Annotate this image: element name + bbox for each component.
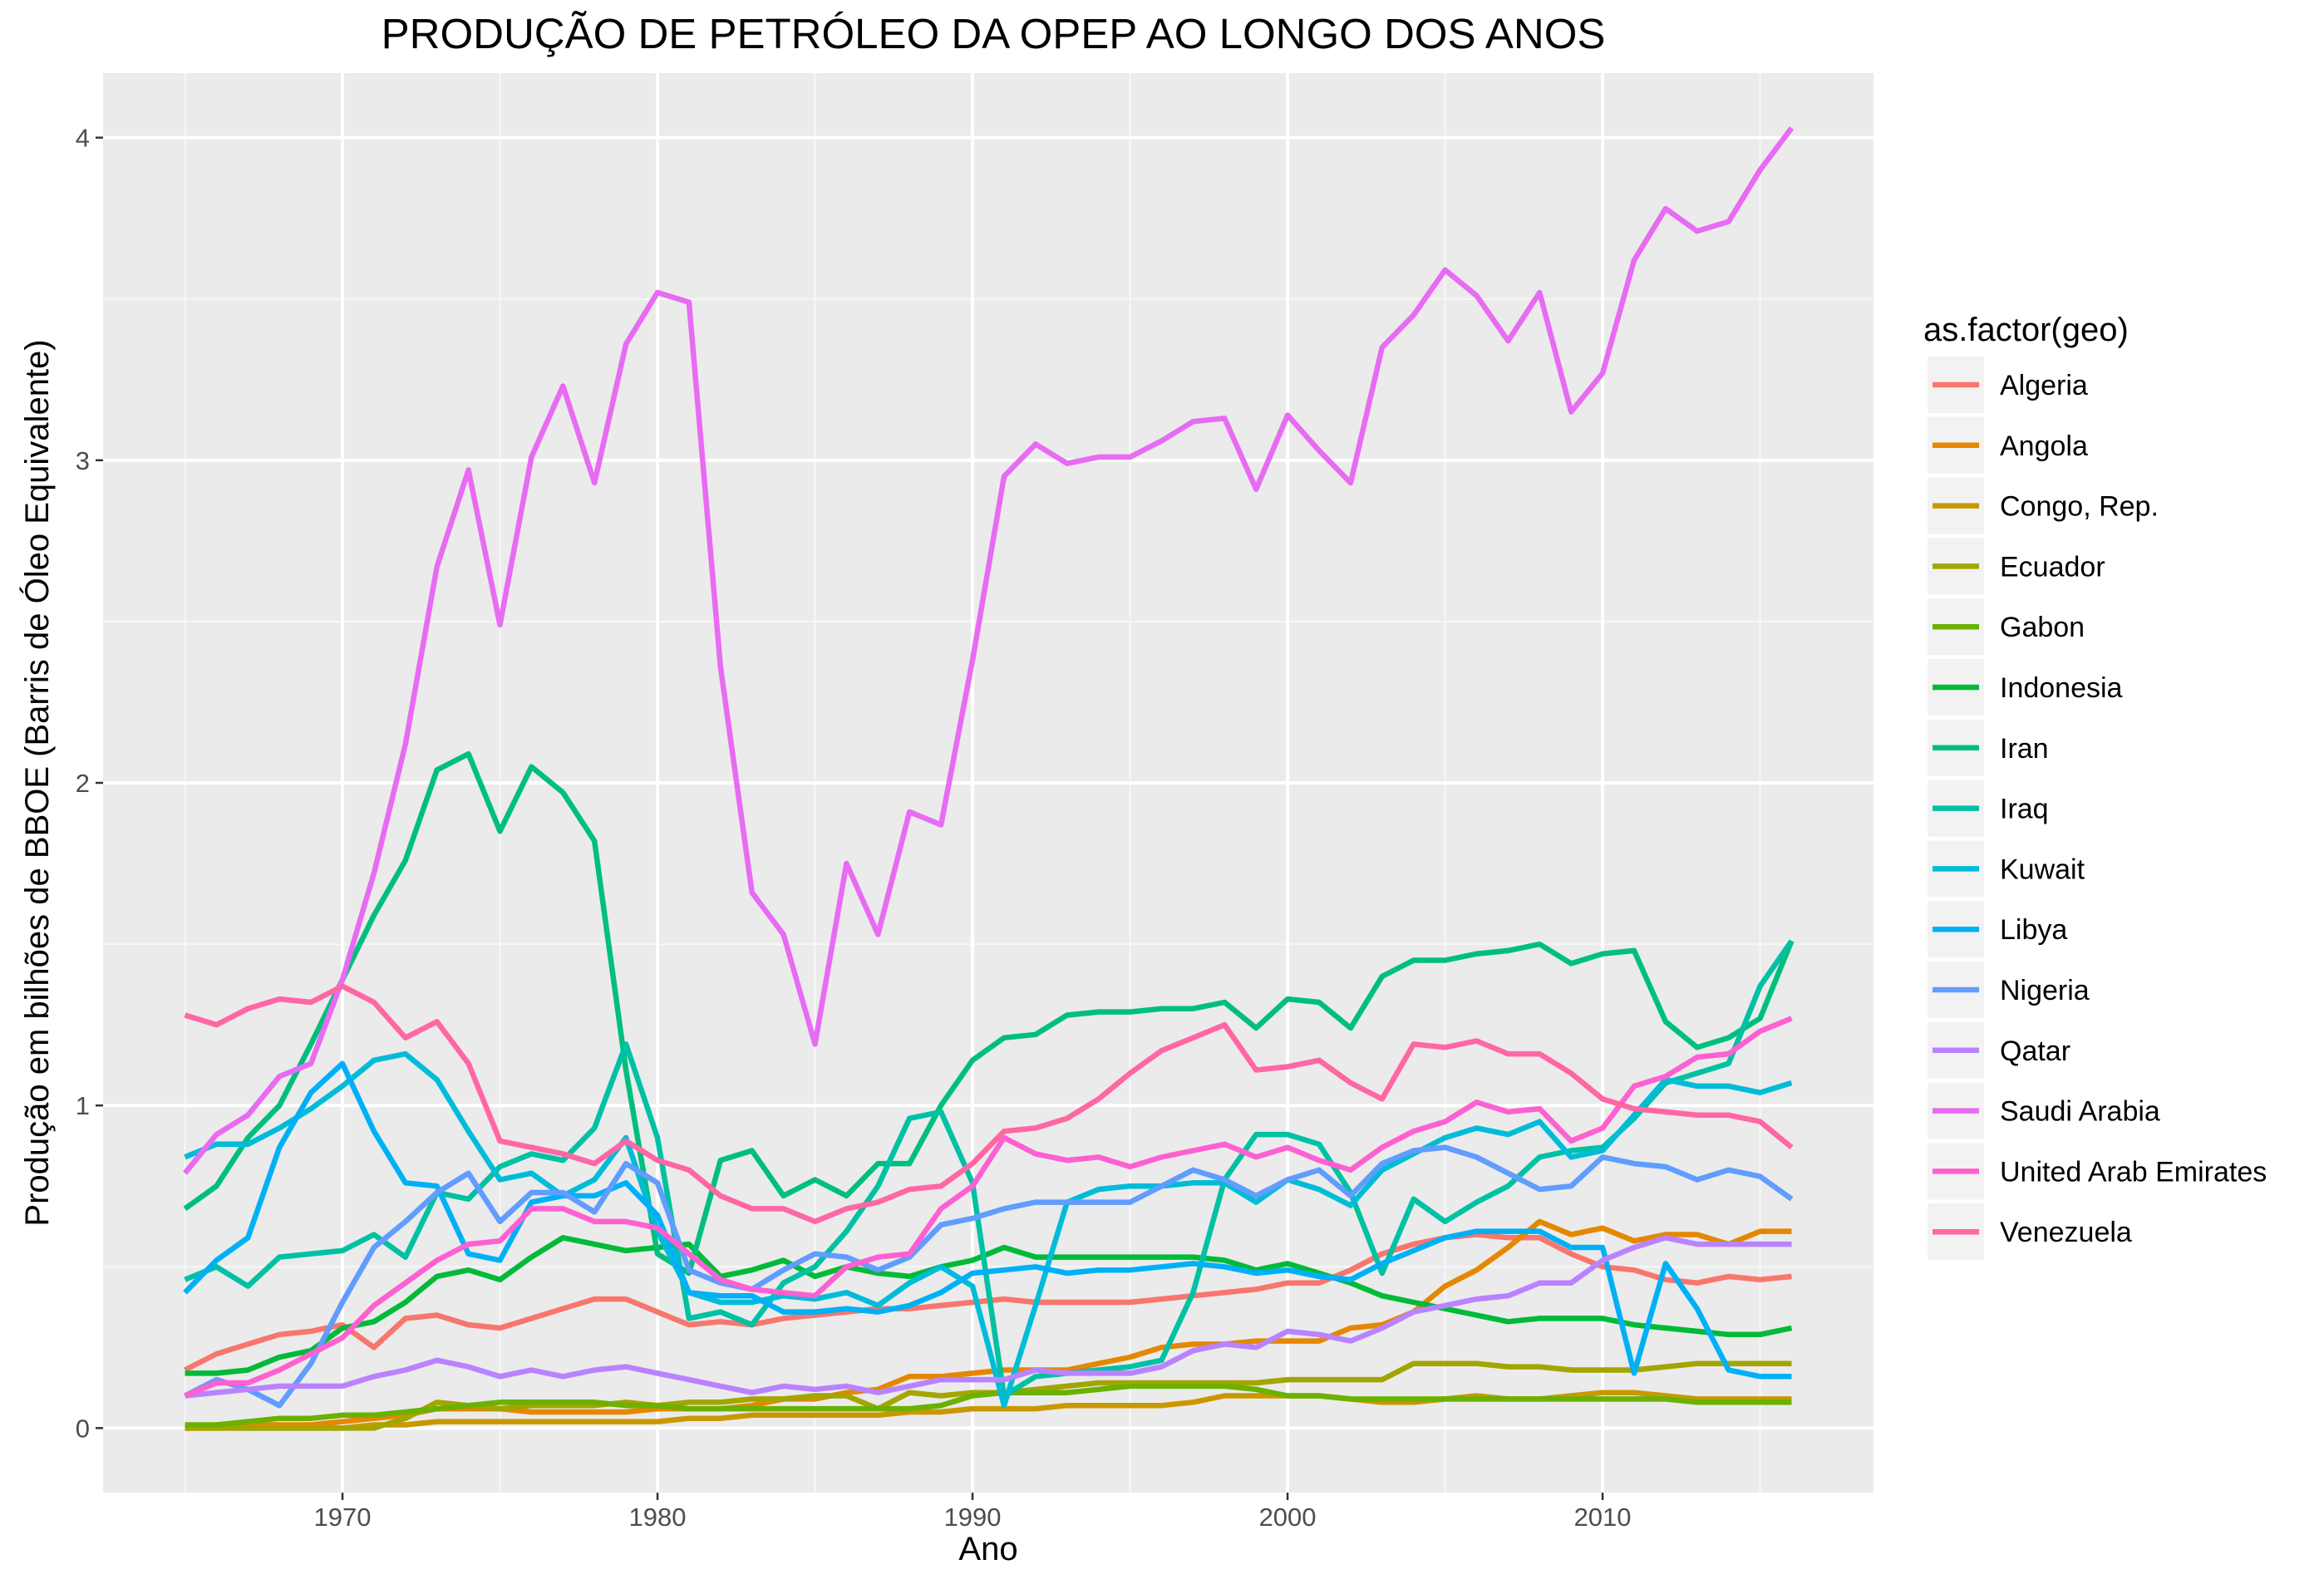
y-tick-label: 4 [76, 124, 90, 153]
x-tick-label: 1980 [629, 1503, 687, 1532]
legend-label-indonesia: Indonesia [2000, 672, 2123, 704]
x-tick-label: 2010 [1574, 1503, 1632, 1532]
legend-items: Algeria Angola Congo, Rep. Ecuador Gabon Indo… [1926, 355, 2267, 1262]
x-tick-label: 2000 [1259, 1503, 1317, 1532]
legend-label-gabon: Gabon [2000, 612, 2085, 643]
series-line-libya [183, 1060, 1792, 1380]
y-tick-label: 2 [76, 769, 90, 798]
legend-label-iraq: Iraq [2000, 794, 2049, 825]
legend-label-iran: Iran [2000, 733, 2049, 765]
legend-label-venezuela: Venezuela [2000, 1217, 2132, 1248]
series-line-iraq [184, 939, 1795, 1399]
legend-label-angola: Angola [2000, 430, 2088, 462]
series-line-kuwait [184, 1050, 1793, 1409]
series-lines [182, 126, 1795, 1431]
series-line-indonesia [185, 1235, 1793, 1376]
y-tick-label: 3 [76, 446, 90, 475]
series-line-venezuela [184, 983, 1794, 1225]
legend-label-libya: Libya [2000, 914, 2067, 946]
legend: as.factor(geo) Algeria Angola Congo, Rep. E… [1923, 312, 2267, 1262]
y-tick-label: 1 [76, 1091, 90, 1120]
x-tick-label: 1970 [314, 1503, 372, 1532]
series-line-iran [183, 750, 1795, 1277]
legend-label-kuwait: Kuwait [2000, 854, 2085, 885]
legend-label-nigeria: Nigeria [2000, 975, 2090, 1006]
legend-label-united-arab-emirates: United Arab Emirates [2000, 1156, 2267, 1188]
series-line-united-arab-emirates [184, 1016, 1793, 1399]
chart-title: PRODUÇÃO DE PETRÓLEO DA OPEP AO LONGO DO… [382, 10, 1606, 57]
legend-label-qatar: Qatar [2000, 1036, 2070, 1067]
x-axis: 1970 1980 1990 2000 2010 [314, 1493, 1632, 1532]
series-line-nigeria [184, 1144, 1794, 1409]
y-axis-title: Produção em bilhões de BBOE (Barris de Ó… [18, 339, 56, 1226]
legend-label-saudi-arabia: Saudi Arabia [2000, 1096, 2160, 1128]
x-tick-label: 1990 [944, 1503, 1002, 1532]
plot-area [103, 73, 1873, 1493]
series-line-gabon [185, 1383, 1792, 1428]
x-axis-title: Ano [958, 1531, 1017, 1567]
legend-label-congo-rep: Congo, Rep. [2000, 491, 2159, 523]
legend-label-algeria: Algeria [2000, 370, 2088, 401]
series-line-qatar [185, 1235, 1792, 1399]
legend-title: as.factor(geo) [1923, 312, 2129, 348]
y-tick-label: 0 [76, 1414, 90, 1443]
y-axis: 0 1 2 3 4 [76, 124, 103, 1443]
legend-label-ecuador: Ecuador [2000, 551, 2105, 583]
series-line-saudi-arabia [182, 126, 1795, 1175]
